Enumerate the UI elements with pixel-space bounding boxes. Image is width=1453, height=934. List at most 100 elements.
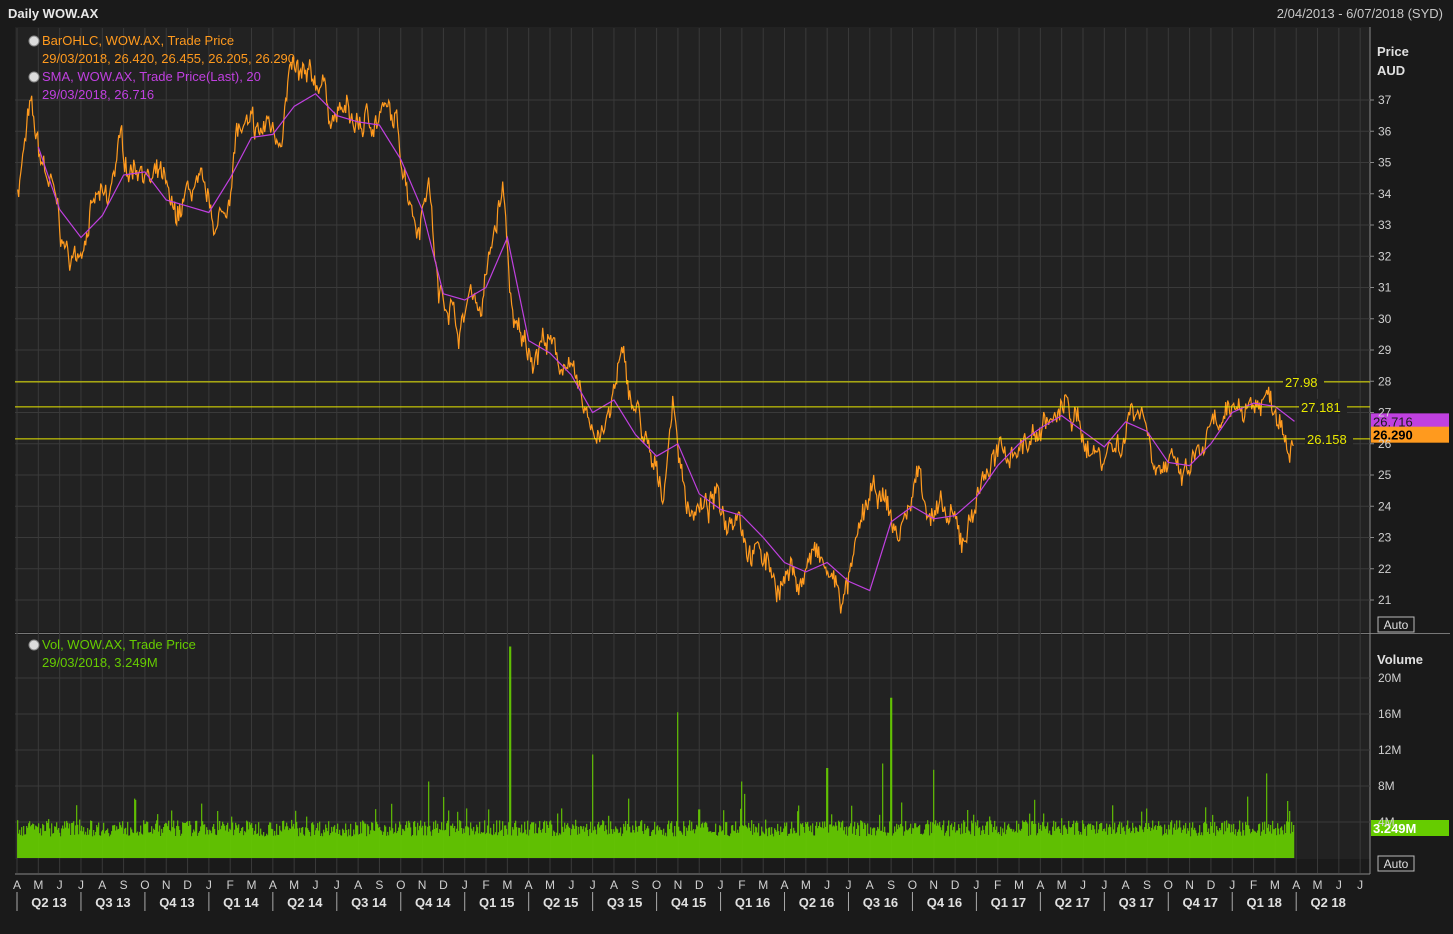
month-tick-label: J (334, 878, 340, 892)
price-panel-bg (15, 27, 1370, 632)
legend-line2: 29/03/2018, 26.420, 26.455, 26.205, 26.2… (42, 51, 295, 66)
price-tick-label: 36 (1378, 124, 1392, 138)
month-tick-label: D (183, 878, 192, 892)
price-tick-label: 24 (1378, 499, 1392, 513)
quarter-label: Q2 14 (287, 895, 323, 910)
month-tick-label: J (1080, 878, 1086, 892)
quarter-label: Q1 18 (1247, 895, 1282, 910)
price-tick-label: 35 (1378, 156, 1392, 170)
month-tick-label: S (120, 878, 128, 892)
volume-tick-label: 4M (1378, 815, 1395, 829)
legend-line1: SMA, WOW.AX, Trade Price(Last), 20 (42, 69, 261, 84)
price-tick-label: 31 (1378, 281, 1392, 295)
price-tick-label: 26 (1378, 437, 1392, 451)
quarter-label: Q2 16 (799, 895, 834, 910)
month-tick-label: F (994, 878, 1001, 892)
price-series (17, 56, 1295, 614)
price-auto-button-frame (1377, 616, 1415, 633)
legend-line2: 29/03/2018, 26.716 (42, 87, 154, 102)
month-tick-label: J (824, 878, 830, 892)
quarter-label: Q4 17 (1183, 895, 1218, 910)
month-tick-label: S (1143, 878, 1151, 892)
price-tick-label: 23 (1378, 531, 1392, 545)
price-tick-label: 25 (1378, 468, 1392, 482)
quarter-label: Q1 16 (735, 895, 770, 910)
price-tick-label: 28 (1378, 374, 1392, 388)
volume-axis-title: Volume (1377, 652, 1423, 667)
quarter-label: Q1 15 (479, 895, 514, 910)
month-tick-label: A (1122, 878, 1130, 892)
month-tick-label: J (1336, 878, 1342, 892)
month-tick-label: F (1250, 878, 1257, 892)
month-tick-label: N (1185, 878, 1194, 892)
month-tick-label: J (78, 878, 84, 892)
quarter-label: Q3 17 (1119, 895, 1154, 910)
volume-tag: 3.249M (1373, 821, 1416, 836)
month-tick-label: F (227, 878, 234, 892)
month-tick-label: N (674, 878, 683, 892)
volume-tick-label: 12M (1378, 743, 1401, 757)
month-tick-label: A (781, 878, 789, 892)
quarter-label: Q2 13 (31, 895, 66, 910)
month-tick-label: J (312, 878, 318, 892)
quarter-label: Q2 18 (1310, 895, 1345, 910)
price-tick-label: 34 (1378, 187, 1392, 201)
volume-tick-label: 8M (1378, 779, 1395, 793)
quarter-label: Q4 16 (927, 895, 962, 910)
quarter-label: Q2 15 (543, 895, 578, 910)
month-tick-label: M (33, 878, 43, 892)
month-tick-label: J (718, 878, 724, 892)
volume-auto-button[interactable]: Auto (1377, 855, 1415, 872)
legend-line1: BarOHLC, WOW.AX, Trade Price (42, 33, 234, 48)
price-tag: 26.716 (1373, 414, 1413, 429)
month-tick-label: J (568, 878, 574, 892)
reference-label-bg (1299, 398, 1347, 414)
volume-auto-button-label: Auto (1384, 857, 1409, 871)
month-tick-label: O (1164, 878, 1173, 892)
month-tick-label: A (13, 878, 21, 892)
month-tick-label: D (1207, 878, 1216, 892)
month-tick-label: D (695, 878, 704, 892)
quarter-label: Q3 15 (607, 895, 642, 910)
price-auto-button[interactable]: Auto (1377, 616, 1415, 633)
month-tick-label: A (1292, 878, 1300, 892)
volume-bars (17, 646, 1295, 858)
month-tick-label: M (289, 878, 299, 892)
month-tick-label: M (1014, 878, 1024, 892)
month-tick-label: O (652, 878, 661, 892)
month-tick-label: O (140, 878, 149, 892)
price-auto-button-label: Auto (1384, 618, 1409, 632)
quarter-label: Q1 17 (991, 895, 1026, 910)
month-tick-label: J (1101, 878, 1107, 892)
month-tick-label: J (1229, 878, 1235, 892)
reference-label: 27.98 (1285, 375, 1318, 390)
month-tick-label: A (1036, 878, 1044, 892)
month-tick-label: M (801, 878, 811, 892)
month-tick-label: S (631, 878, 639, 892)
quarter-label: Q4 14 (415, 895, 451, 910)
month-tick-label: J (206, 878, 212, 892)
volume-tick-label: 20M (1378, 671, 1401, 685)
month-tick-label: J (973, 878, 979, 892)
month-tick-label: O (396, 878, 405, 892)
month-tick-label: F (738, 878, 745, 892)
month-tick-label: O (908, 878, 917, 892)
month-tick-label: N (162, 878, 171, 892)
quarter-label: Q2 17 (1055, 895, 1090, 910)
month-tick-label: D (951, 878, 960, 892)
price-tick-label: 22 (1378, 562, 1392, 576)
price-tag: 26.290 (1373, 428, 1413, 443)
volume-tick-label: 16M (1378, 707, 1401, 721)
date-range: 2/04/2013 - 6/07/2018 (SYD) (1276, 6, 1443, 21)
month-tick-label: F (482, 878, 489, 892)
volume-auto-button-frame (1377, 855, 1415, 872)
volume-tag-bg (1371, 820, 1449, 836)
month-tick-label: A (866, 878, 874, 892)
reference-label: 26.158 (1307, 432, 1347, 447)
price-tick-label: 21 (1378, 593, 1392, 607)
price-tick-label: 30 (1378, 312, 1392, 326)
month-tick-label: M (1270, 878, 1280, 892)
volume-panel-bg (15, 635, 1370, 859)
month-tick-label: M (545, 878, 555, 892)
sma-line (37, 92, 1295, 592)
